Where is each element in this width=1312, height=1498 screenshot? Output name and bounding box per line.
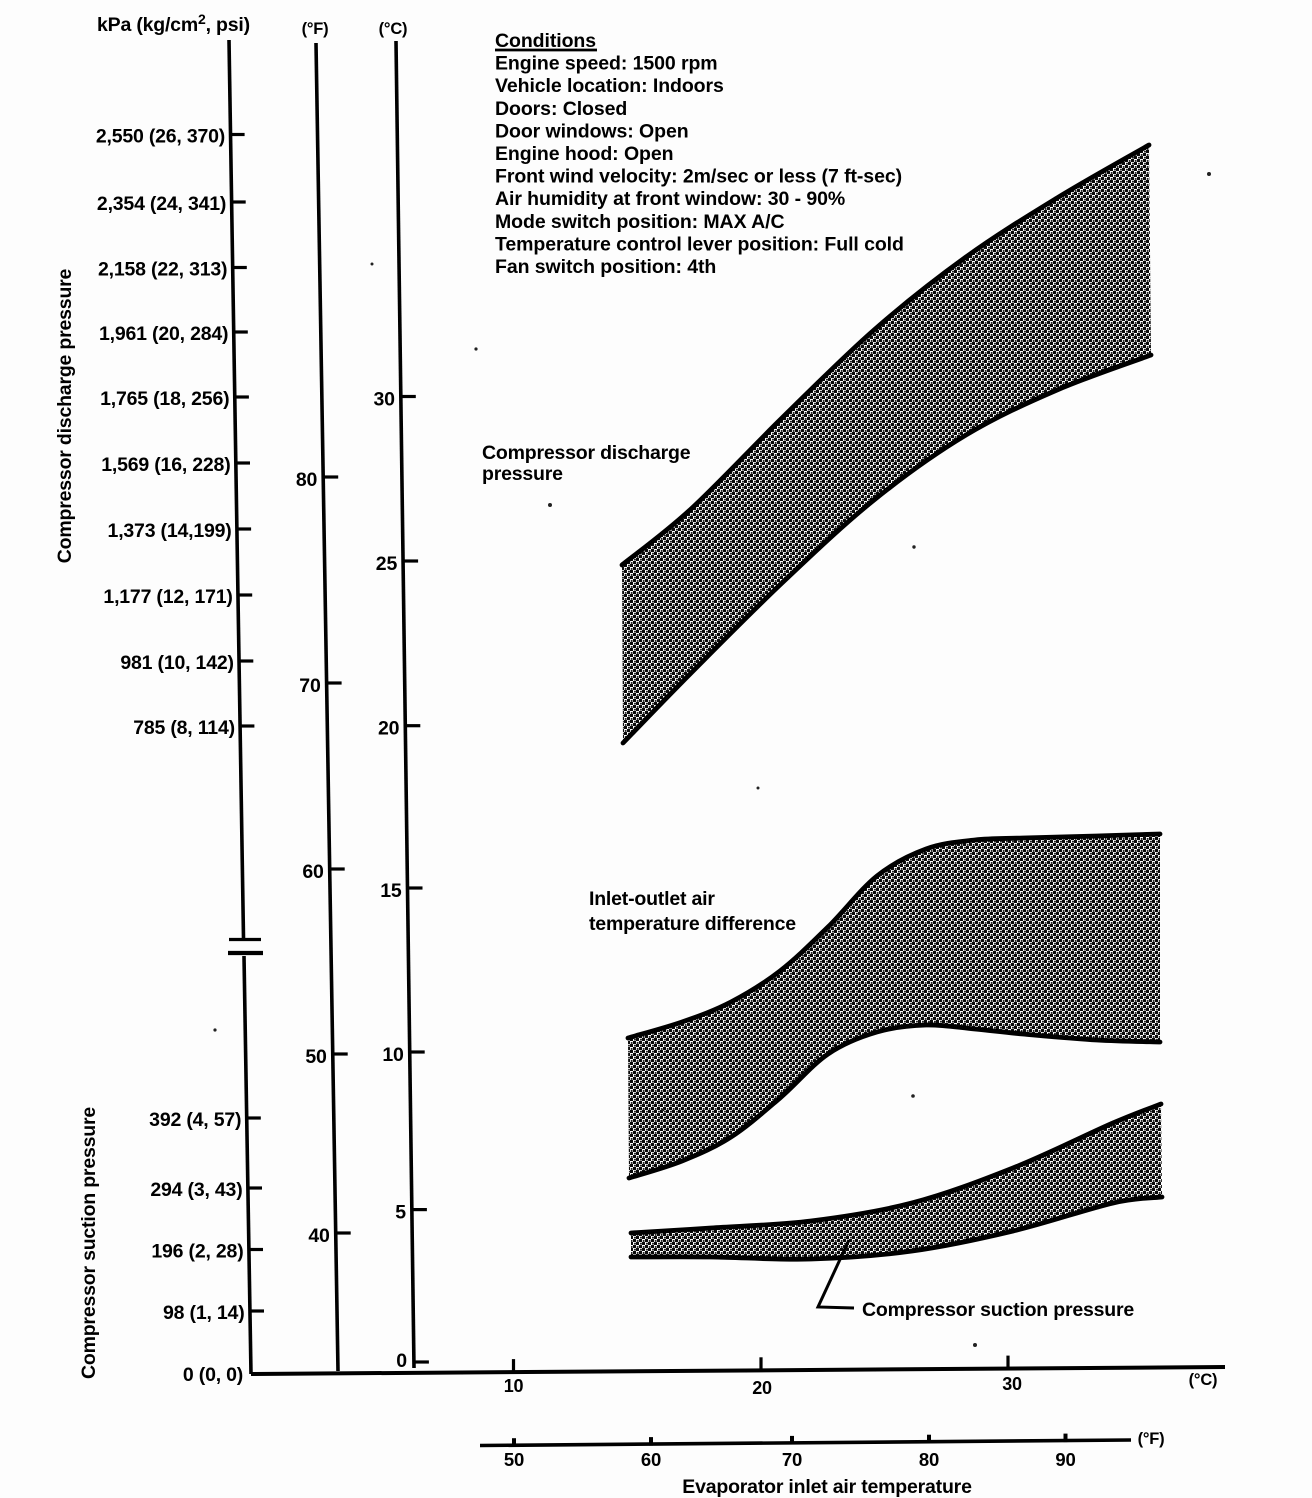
svg-text:Door windows: Open: Door windows: Open	[495, 120, 689, 142]
svg-text:15: 15	[380, 880, 402, 902]
svg-text:(°C): (°C)	[1189, 1371, 1218, 1389]
svg-text:Conditions: Conditions	[495, 30, 596, 52]
svg-text:2,158 (22, 313): 2,158 (22, 313)	[98, 259, 227, 281]
svg-text:20: 20	[752, 1378, 772, 1398]
svg-text:(°F): (°F)	[1138, 1430, 1165, 1448]
svg-text:Engine speed: 1500 rpm: Engine speed: 1500 rpm	[495, 53, 718, 75]
svg-text:294 (3, 43): 294 (3, 43)	[150, 1179, 242, 1201]
svg-text:50: 50	[504, 1449, 524, 1470]
svg-text:25: 25	[376, 553, 398, 575]
svg-text:981 (10, 142): 981 (10, 142)	[120, 652, 233, 674]
svg-text:pressure: pressure	[482, 463, 563, 485]
svg-text:10: 10	[504, 1376, 524, 1396]
svg-text:Temperature control lever posi: Temperature control lever position: Full…	[495, 233, 904, 255]
svg-text:1,569 (16, 228): 1,569 (16, 228)	[101, 454, 230, 476]
svg-text:Engine hood: Open: Engine hood: Open	[495, 143, 673, 165]
svg-text:60: 60	[641, 1449, 661, 1470]
svg-text:kPa (kg/cm2, psi): kPa (kg/cm2, psi)	[97, 11, 250, 36]
svg-text:Compressor suction pressure: Compressor suction pressure	[862, 1299, 1134, 1321]
svg-text:60: 60	[302, 861, 324, 883]
svg-text:0: 0	[396, 1350, 407, 1372]
svg-text:392 (4, 57): 392 (4, 57)	[149, 1109, 241, 1131]
svg-text:1,177 (12, 171): 1,177 (12, 171)	[103, 586, 232, 608]
svg-text:2,550 (26, 370): 2,550 (26, 370)	[96, 126, 225, 148]
svg-text:90: 90	[1055, 1449, 1075, 1470]
svg-text:30: 30	[1002, 1374, 1022, 1394]
svg-text:Evaporator inlet air temperatu: Evaporator inlet air temperature	[682, 1476, 972, 1498]
svg-text:1,961 (20, 284): 1,961 (20, 284)	[99, 323, 228, 345]
svg-text:50: 50	[305, 1046, 327, 1068]
svg-text:80: 80	[296, 469, 318, 491]
svg-text:20: 20	[378, 718, 400, 740]
svg-text:Compressor suction pressure: Compressor suction pressure	[78, 1107, 100, 1379]
svg-text:Mode switch position: MAX A/C: Mode switch position: MAX A/C	[495, 211, 784, 233]
svg-text:Vehicle location: Indoors: Vehicle location: Indoors	[495, 75, 724, 97]
svg-text:Doors: Closed: Doors: Closed	[495, 98, 627, 120]
svg-text:Fan switch position: 4th: Fan switch position: 4th	[495, 256, 716, 278]
svg-text:Inlet-outlet air: Inlet-outlet air	[589, 888, 715, 910]
svg-text:1,373 (14,199): 1,373 (14,199)	[108, 520, 232, 542]
svg-text:70: 70	[782, 1449, 802, 1470]
svg-text:10: 10	[382, 1044, 404, 1066]
svg-text:temperature difference: temperature difference	[589, 913, 796, 935]
svg-text:Compressor discharge pressure: Compressor discharge pressure	[54, 268, 76, 563]
svg-text:70: 70	[299, 675, 321, 697]
svg-text:Front wind velocity: 2m/sec or: Front wind velocity: 2m/sec or less (7 f…	[495, 166, 902, 188]
svg-text:Air humidity at front window:: Air humidity at front window: 30 - 90%	[495, 188, 845, 210]
svg-text:196 (2, 28): 196 (2, 28)	[151, 1241, 243, 1263]
svg-text:785 (8, 114): 785 (8, 114)	[133, 717, 235, 739]
svg-text:0 (0, 0): 0 (0, 0)	[183, 1364, 243, 1386]
svg-text:5: 5	[395, 1202, 406, 1224]
svg-text:80: 80	[919, 1449, 939, 1470]
svg-text:Compressor discharge: Compressor discharge	[482, 442, 691, 464]
svg-text:1,765 (18, 256): 1,765 (18, 256)	[100, 388, 229, 410]
svg-text:(°F): (°F)	[302, 20, 329, 38]
svg-text:98 (1, 14): 98 (1, 14)	[163, 1302, 244, 1324]
svg-text:40: 40	[308, 1225, 330, 1247]
svg-text:30: 30	[374, 389, 396, 411]
svg-text:(°C): (°C)	[379, 20, 408, 38]
svg-text:2,354 (24, 341): 2,354 (24, 341)	[97, 193, 226, 215]
